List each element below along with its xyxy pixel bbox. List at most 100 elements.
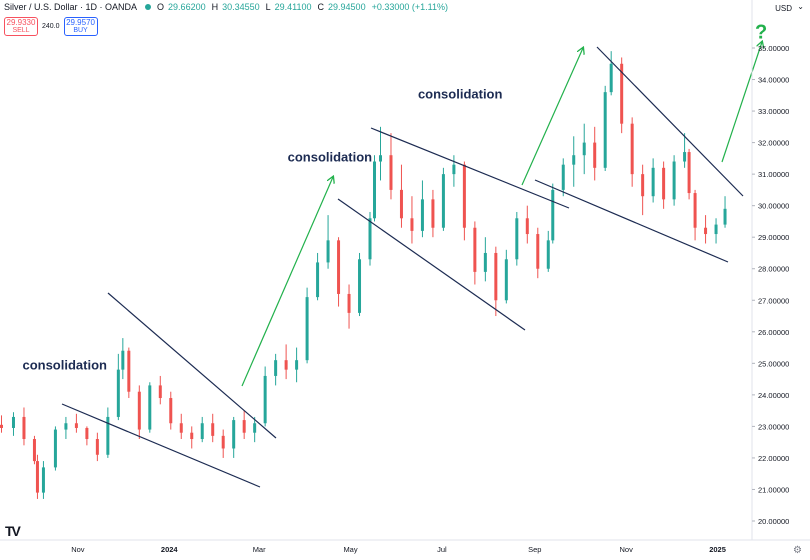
candle-body [316,262,320,298]
trendline-upper-2 [370,127,570,209]
x-tick-label: Nov [71,545,85,554]
chart-header: Silver / U.S. Dollar · 1D · OANDA O 29.66… [0,0,760,14]
consolidation-annotation: consolidation [288,150,373,165]
candle-body [221,435,225,449]
y-tick-label: 32.00000 [758,139,789,148]
candle-body [326,240,330,263]
consolidation-annotation: consolidation [22,358,107,373]
trendline-upper-3 [596,46,744,197]
candle-body [441,174,445,228]
buy-button[interactable]: 29.9570 BUY [63,17,98,36]
candle-body [274,360,278,376]
candle-body [551,189,555,241]
candle-body [620,63,624,124]
candle-body [242,420,246,433]
arrow-2 [521,48,583,186]
candle-body [683,152,687,162]
market-status-icon [145,4,152,10]
candle-body [137,391,141,430]
candle-body [373,161,377,219]
candle-body [561,164,565,190]
candle-body [662,167,666,200]
candle-body [630,123,634,175]
currency-selector[interactable]: USD [775,4,792,13]
chevron-down-icon[interactable]: ⌄ [797,2,804,11]
ohlc-change-value: +0.33000 (+1.11%) [371,2,448,12]
sell-price: 29.9330 [6,18,36,27]
candle-body [420,199,424,231]
tradingview-logo: TV [5,523,21,539]
x-tick-label: May [343,545,357,554]
candle-body [22,416,26,440]
y-tick-label: 33.00000 [758,107,789,116]
candle-body [32,439,36,462]
candle-body [116,369,120,417]
ohlc-open-value: 29.66200 [168,2,206,12]
ohlc-low-label: L [265,2,271,12]
y-tick-label: 30.00000 [758,202,789,211]
arrows [241,42,762,387]
y-tick-label: 23.00000 [758,422,789,431]
ohlc-low-value: 29.41100 [274,2,312,12]
candle-body [169,398,173,424]
candle-body [263,375,267,424]
candle-body [572,155,576,165]
candle-body [127,350,131,392]
candle-body [358,259,362,313]
y-tick-label: 25.00000 [758,359,789,368]
sell-label: SELL [12,27,30,34]
candle-body [121,350,125,370]
ohlc-close-value: 29.94500 [328,2,366,12]
candle-body [0,424,3,428]
trade-panel: 29.9330 SELL 240.0 29.9570 BUY [4,17,98,36]
candle-body [399,189,403,219]
candle-body [431,199,435,228]
y-tick-label: 27.00000 [758,296,789,305]
candle-body [672,161,676,200]
candle-body [462,164,466,228]
y-tick-label: 29.00000 [758,233,789,242]
candle-body [410,218,414,231]
candle-body [211,423,215,436]
candle-body [232,420,236,449]
candle-body [641,174,645,197]
candle-body [190,432,194,440]
candle-body [64,423,68,430]
candle-body [525,218,529,235]
candles [0,51,727,499]
spread-value: 240.0 [42,23,60,30]
candle-body [95,439,99,455]
x-axis: Nov 2024 Mar May Jul Sep Nov 2025 [0,539,810,554]
candle-body [11,416,15,428]
candle-body [651,167,655,197]
candle-body [504,259,508,301]
y-tick-label: 24.00000 [758,391,789,400]
trendline-lower-2 [337,198,526,331]
candle-body [704,227,708,235]
candle-body [546,240,550,269]
ohlc-close-label: C [317,2,325,12]
candle-body [473,227,477,272]
candle-body [158,385,162,399]
symbol-title[interactable]: Silver / U.S. Dollar · 1D · OANDA [4,2,138,12]
candle-body [35,461,39,493]
trendline-lower-1 [61,403,261,488]
candle-body [536,234,540,269]
x-tick-label: Jul [437,545,447,554]
consolidation-annotation: consolidation [418,86,503,101]
y-tick-label: 35.00000 [758,44,789,53]
candle-body [106,416,110,455]
buy-price: 29.9570 [66,18,95,27]
annotations: consolidation consolidation consolidation? [22,22,767,373]
candle-body [593,142,597,168]
settings-icon[interactable]: ⚙ [793,545,802,556]
candle-body [452,164,456,175]
candle-body [179,423,183,433]
candle-body [41,467,45,493]
trendline-upper-1 [107,292,277,439]
candle-body [494,252,498,301]
trendline-lower-3 [534,179,729,263]
sell-button[interactable]: 29.9330 SELL [4,17,38,36]
